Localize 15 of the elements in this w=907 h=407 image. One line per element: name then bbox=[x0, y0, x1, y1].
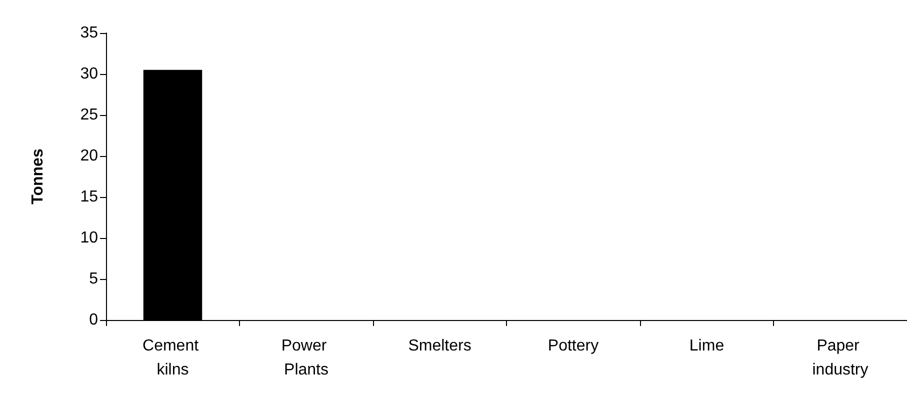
x-tick-label: Power Plants bbox=[281, 338, 332, 378]
y-tick-label: 35 bbox=[80, 24, 98, 42]
x-tick-label: Lime bbox=[689, 338, 724, 354]
y-tick-label: 30 bbox=[80, 66, 98, 82]
y-tick-label: 15 bbox=[80, 188, 98, 206]
y-tick-label: 25 bbox=[80, 106, 98, 124]
y-tick-label: 5 bbox=[89, 270, 98, 288]
x-tick-label: Cement kilns bbox=[142, 338, 203, 378]
y-axis-title: Tonnes bbox=[30, 148, 46, 204]
x-tick-label: Paper industry bbox=[812, 338, 868, 378]
x-tick-label: Pottery bbox=[548, 338, 599, 354]
y-tick-label: 10 bbox=[80, 230, 98, 246]
y-tick-label: 0 bbox=[89, 312, 98, 328]
x-tick-label: Smelters bbox=[408, 338, 472, 354]
y-tick-label: 20 bbox=[80, 148, 98, 164]
